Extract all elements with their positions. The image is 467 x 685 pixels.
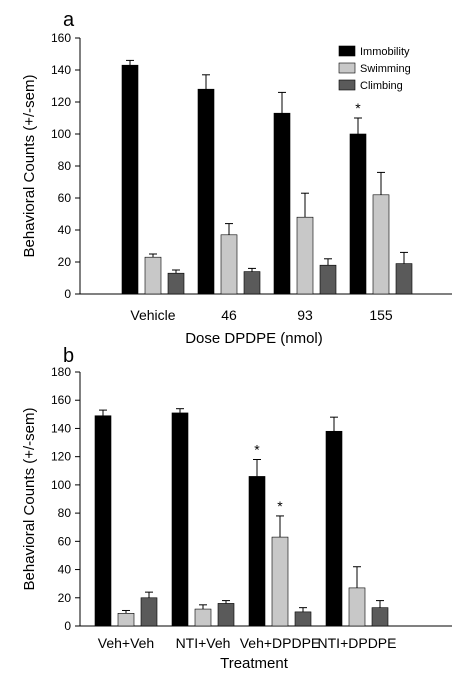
bar-climbing xyxy=(395,263,413,295)
x-tick-label: Veh+DPDPE xyxy=(240,635,321,651)
bar-swimming xyxy=(144,256,162,295)
bar-immobility xyxy=(197,88,215,295)
bar-swimming xyxy=(220,234,238,295)
y-tick-label: 180 xyxy=(51,365,71,379)
legend-label: Swimming xyxy=(360,63,411,75)
y-tick-label: 100 xyxy=(51,127,71,141)
y-tick-label: 40 xyxy=(58,563,72,577)
y-tick-label: 140 xyxy=(51,421,71,435)
legend-swatch-climbing xyxy=(338,79,356,91)
bar-immobility xyxy=(349,133,367,295)
legend-label: Climbing xyxy=(360,80,403,92)
bar-climbing xyxy=(140,597,158,627)
significance-asterisk: * xyxy=(254,441,260,457)
y-axis-label: Behavioral Counts (+/-sem) xyxy=(21,75,38,258)
y-tick-label: 40 xyxy=(58,223,72,237)
bar-climbing xyxy=(217,603,235,627)
bar-swimming xyxy=(348,587,366,627)
y-tick-label: 100 xyxy=(51,478,71,492)
y-tick-label: 20 xyxy=(58,255,72,269)
y-axis-label: Behavioral Counts (+/-sem) xyxy=(21,408,38,591)
bar-climbing xyxy=(294,611,312,627)
x-tick-label: 93 xyxy=(297,307,313,323)
y-tick-label: 60 xyxy=(58,534,72,548)
x-tick-label: Vehicle xyxy=(130,307,175,323)
bar-climbing xyxy=(319,264,337,295)
bar-swimming xyxy=(194,608,212,627)
bar-swimming xyxy=(117,612,135,627)
y-tick-label: 0 xyxy=(64,287,71,301)
bar-immobility xyxy=(325,430,343,627)
x-tick-label: 46 xyxy=(221,307,237,323)
x-tick-label: Veh+Veh xyxy=(98,635,154,651)
panel-a: a 0 20 40 60 80 100 120 140 160 * Vehicle 46 93 155 Dos… xyxy=(21,9,452,347)
bar-swimming xyxy=(296,216,314,295)
bar-immobility xyxy=(121,64,139,295)
x-tick-label: NTI+Veh xyxy=(176,635,231,651)
y-tick-label: 20 xyxy=(58,591,72,605)
bar-immobility xyxy=(171,412,189,627)
y-tick-label: 0 xyxy=(64,619,71,633)
bar-swimming xyxy=(372,194,390,295)
bar-immobility xyxy=(248,476,266,627)
legend-swatch-swimming xyxy=(338,62,356,74)
x-axis-label: Treatment xyxy=(220,655,289,672)
y-tick-label: 120 xyxy=(51,95,71,109)
x-axis-label: Dose DPDPE (nmol) xyxy=(185,330,323,347)
bar-climbing xyxy=(167,272,185,295)
significance-asterisk: * xyxy=(277,498,283,514)
y-tick-label: 120 xyxy=(51,450,71,464)
y-tick-label: 80 xyxy=(58,506,72,520)
panel-b: b 0 20 40 60 80 100 120 140 160 180 * * Veh+Veh NTI+Ve… xyxy=(21,345,452,672)
y-tick-label: 60 xyxy=(58,191,72,205)
y-tick-label: 160 xyxy=(51,31,71,45)
legend-swatch-immobility xyxy=(338,45,356,57)
significance-asterisk: * xyxy=(355,100,361,116)
legend-label: Immobility xyxy=(360,46,410,58)
bar-climbing xyxy=(243,271,261,295)
bar-swimming xyxy=(271,536,289,627)
panel-label: a xyxy=(63,9,75,31)
y-tick-label: 160 xyxy=(51,393,71,407)
bar-immobility xyxy=(273,112,291,295)
y-tick-label: 80 xyxy=(58,159,72,173)
y-tick-label: 140 xyxy=(51,63,71,77)
bar-immobility xyxy=(94,415,112,627)
x-tick-label: 155 xyxy=(369,307,393,323)
bar-climbing xyxy=(371,607,389,627)
panel-label: b xyxy=(63,345,74,367)
x-tick-label: NTI+DPDPE xyxy=(318,635,397,651)
